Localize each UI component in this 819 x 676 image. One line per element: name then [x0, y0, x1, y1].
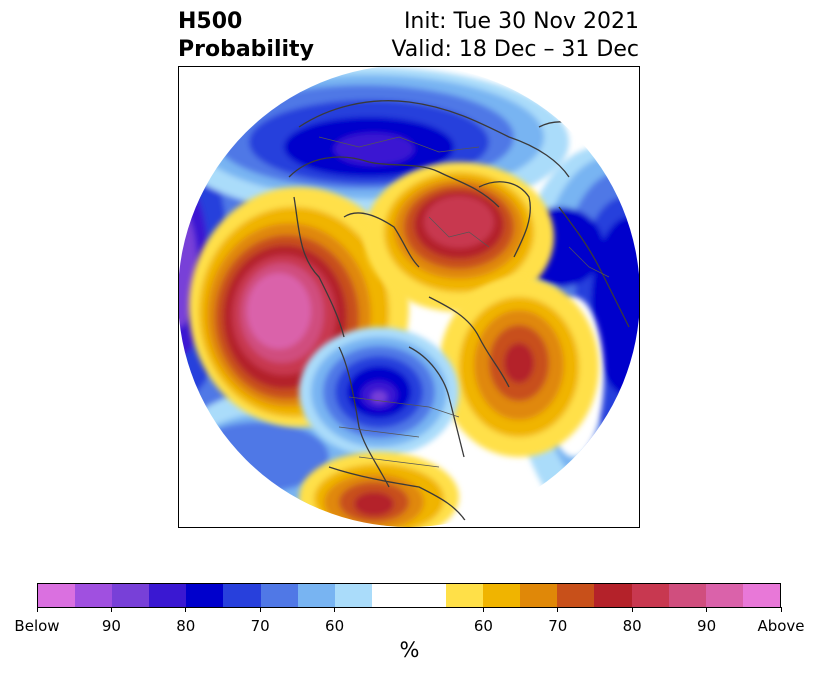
title-left: H500 Probability — [178, 8, 314, 64]
colorbar-segment — [112, 584, 150, 607]
colorbar-segment — [38, 584, 76, 607]
init-date: Init: Tue 30 Nov 2021 — [403, 9, 639, 34]
title-metric: Probability — [178, 37, 314, 62]
colorbar-tick — [36, 607, 38, 612]
colorbar-tick — [557, 607, 559, 612]
colorbar-segment — [223, 584, 261, 607]
colorbar-segment — [149, 584, 187, 607]
colorbar-tick-label: Above — [757, 617, 805, 635]
colorbar-unit: % — [399, 638, 420, 662]
colorbar-segment — [705, 584, 743, 607]
colorbar-segment — [446, 584, 484, 607]
colorbar-tick-label: 70 — [548, 617, 568, 635]
colorbar-segment — [594, 584, 632, 607]
colorbar-tick — [482, 607, 484, 612]
colorbar-tick — [259, 607, 261, 612]
valid-range: Valid: 18 Dec – 31 Dec — [391, 37, 639, 62]
colorbar-tick — [706, 607, 708, 612]
coastlines — [288, 100, 635, 527]
title-variable: H500 — [178, 9, 243, 34]
colorbar-tick — [334, 607, 336, 612]
colorbar-tick-label: 80 — [622, 617, 642, 635]
colorbar-segment — [260, 584, 298, 607]
colorbar-segment — [668, 584, 706, 607]
colorbar-tick-label: 60 — [473, 617, 493, 635]
colorbar-tick — [780, 607, 782, 612]
colorbar-segment — [483, 584, 521, 607]
colorbar-segment — [334, 584, 372, 607]
colorbar-segment — [742, 584, 780, 607]
colorbar-tick-label: 70 — [250, 617, 270, 635]
colorbar — [37, 583, 781, 608]
colorbar-segment — [557, 584, 595, 607]
borders — [318, 136, 610, 468]
map-canvas — [179, 67, 639, 527]
colorbar-segment — [631, 584, 669, 607]
colorbar-segment — [186, 584, 224, 607]
colorbar-segment — [371, 584, 409, 607]
title-right: Init: Tue 30 Nov 2021 Valid: 18 Dec – 31… — [391, 8, 639, 64]
colorbar-tick — [110, 607, 112, 612]
colorbar-tick-label: 90 — [697, 617, 717, 635]
colorbar-segment — [408, 584, 447, 607]
colorbar-tick — [631, 607, 633, 612]
colorbar-segment — [75, 584, 113, 607]
colorbar-tick-label: 60 — [325, 617, 345, 635]
colorbar-tick-label: 80 — [176, 617, 196, 635]
probability-field — [179, 67, 639, 527]
colorbar-segment — [520, 584, 558, 607]
polar-map — [178, 66, 640, 528]
colorbar-tick — [185, 607, 187, 612]
colorbar-tick-label: Below — [14, 617, 60, 635]
colorbar-tick-label: 90 — [101, 617, 121, 635]
colorbar-segment — [297, 584, 335, 607]
